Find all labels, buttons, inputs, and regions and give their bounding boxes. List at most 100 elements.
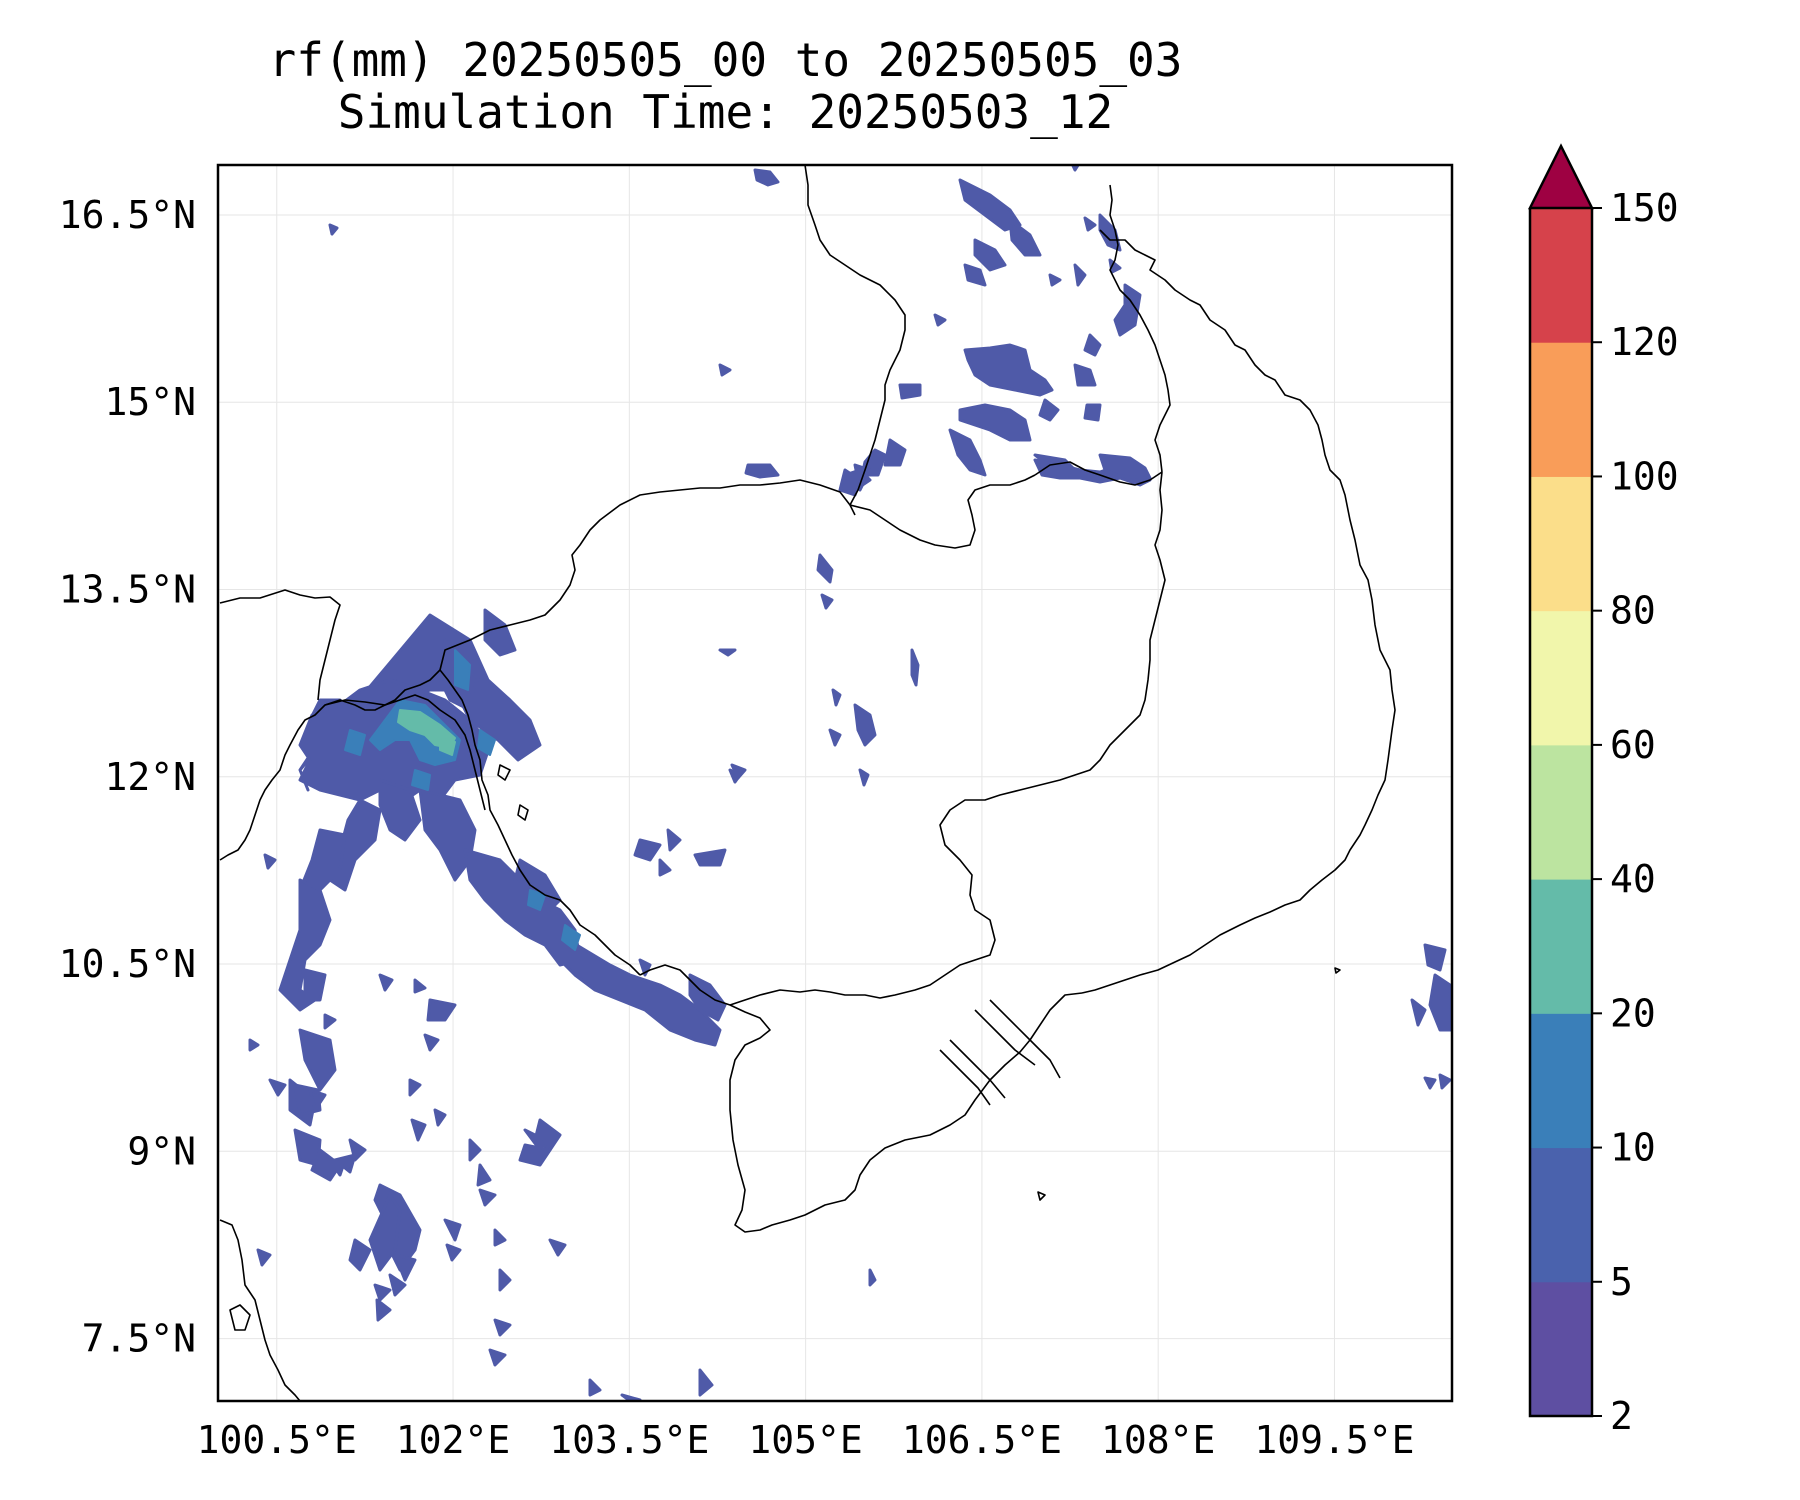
rain-patch [1098, 453, 1152, 480]
rain-patch [820, 593, 834, 610]
y-tick-label: 13.5°N [59, 567, 196, 611]
rain-patch [853, 703, 877, 747]
rain-patch [493, 1228, 507, 1247]
rain-patch [443, 1218, 462, 1242]
rain-patch [633, 838, 662, 862]
rain-patch [1423, 943, 1447, 972]
y-tick-label: 10.5°N [59, 942, 196, 986]
cambodia-vietnam-border [729, 471, 1166, 1006]
rain-patch [898, 383, 922, 400]
colorbar-segment [1530, 208, 1592, 343]
rain-patch [445, 1243, 462, 1262]
rain-peak [439, 737, 456, 756]
rain-patch [393, 1253, 417, 1282]
island [517, 804, 529, 821]
rain-patch [523, 1128, 547, 1152]
rain-patch [588, 1378, 602, 1397]
rain-core [527, 889, 546, 911]
coastlines-borders [219, 165, 1396, 1401]
x-tick-label: 105°E [748, 1418, 862, 1462]
colorbar-segment [1530, 879, 1592, 1014]
rain-patch [433, 1108, 447, 1127]
rain-patch [730, 763, 747, 780]
colorbar-tick-label: 150 [1610, 186, 1679, 230]
x-tick-label: 109.5°E [1254, 1418, 1414, 1462]
rain-patch [1410, 998, 1427, 1027]
river [939, 1049, 991, 1106]
rain-patch [1108, 258, 1122, 274]
rain-core [454, 649, 471, 691]
rain-patch [948, 428, 987, 477]
rain-patch [658, 858, 672, 877]
rain-patch [1073, 263, 1087, 287]
thailand-coast [219, 669, 441, 861]
rain-patch [1113, 283, 1142, 337]
rain-patch [1098, 213, 1122, 252]
rain-patch [1071, 165, 1080, 172]
rain-patch [488, 1348, 507, 1367]
thai-cambodia-border [324, 694, 486, 811]
colorbar-tick-label: 100 [1610, 454, 1679, 498]
rain-patch [513, 858, 562, 912]
rain-patch [478, 1188, 497, 1207]
colorbar-tick-label: 20 [1610, 991, 1656, 1035]
colorbar-tick-label: 2 [1610, 1394, 1633, 1438]
rain-patch [468, 1138, 482, 1162]
river [974, 1009, 1036, 1066]
laos-vietnam-border [1109, 184, 1171, 473]
rain-patch [1083, 216, 1097, 232]
colorbar-tick-label: 10 [1610, 1126, 1656, 1170]
rain-patch [828, 728, 842, 747]
y-tick-label: 16.5°N [59, 193, 196, 237]
rain-patch [348, 1238, 372, 1272]
rain-patch [268, 1078, 287, 1097]
west-border [219, 589, 341, 701]
rain-patch [973, 238, 1007, 272]
title-line-2: Simulation Time: 20250503_12 [337, 85, 1114, 139]
rain-patch [718, 648, 737, 657]
rain-patch [963, 343, 1054, 397]
rain-patch [558, 933, 722, 1047]
x-tick-label: 106.5°E [902, 1418, 1062, 1462]
rain-patch [753, 168, 780, 187]
y-tick-label: 7.5°N [82, 1317, 196, 1361]
colorbar-tick-label: 40 [1610, 857, 1656, 901]
laos-border [849, 474, 1036, 549]
rain-patch [1083, 403, 1102, 422]
rain-patch [1428, 973, 1452, 1032]
rain-patch [298, 1028, 337, 1092]
colorbar-segment [1530, 610, 1592, 746]
rain-patch [858, 768, 870, 787]
colorbar-segment [1530, 1013, 1592, 1149]
rain-patch [1073, 363, 1097, 387]
rain-patch [1048, 273, 1062, 287]
rain-patch [368, 1193, 402, 1272]
rain-patch [1083, 333, 1102, 357]
rain-patch [483, 608, 517, 657]
colorbar-tick-label: 5 [1610, 1260, 1633, 1304]
river [989, 999, 1061, 1079]
map-frame [216, 163, 1454, 1403]
rain-patch [408, 1078, 422, 1097]
island [1334, 967, 1341, 974]
cambodia-coast [439, 669, 641, 976]
rain-patch [333, 1153, 357, 1174]
rain-patch [303, 968, 327, 1002]
thai-cambodia-north [439, 479, 856, 671]
rain-patch [375, 1298, 392, 1322]
rain-patch [963, 263, 987, 287]
rain-patch [693, 848, 727, 867]
title-line-1: rf(mm) 20250505_00 to 20250505_03 [268, 33, 1183, 87]
rain-patch [868, 1268, 877, 1287]
rainfall-field [248, 165, 1452, 1401]
mekong-delta-coast [639, 964, 1083, 1233]
rain-patch [493, 1318, 512, 1337]
rain-patch [688, 973, 727, 1022]
rain-patch [418, 788, 477, 882]
colorbar-segment [1530, 1281, 1592, 1417]
rain-patch [958, 403, 1032, 442]
rain-core [561, 924, 581, 951]
rain-patch [323, 1013, 337, 1030]
